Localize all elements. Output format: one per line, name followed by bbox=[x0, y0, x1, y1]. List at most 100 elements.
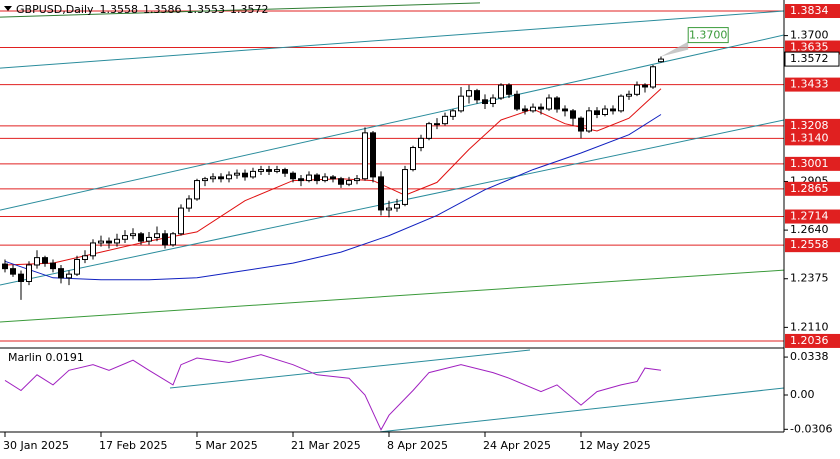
candle-body bbox=[490, 97, 496, 104]
candle-body bbox=[266, 169, 272, 172]
candle-body bbox=[242, 172, 248, 178]
x-tick-label: 30 Jan 2025 bbox=[3, 439, 69, 452]
level-label-bg bbox=[785, 40, 840, 55]
trend-line bbox=[0, 2, 481, 18]
level-label: 1.3433 bbox=[790, 78, 829, 91]
trend-line bbox=[0, 119, 784, 286]
candle-body bbox=[66, 273, 72, 279]
candle-body bbox=[2, 263, 8, 270]
candle-body bbox=[578, 117, 584, 132]
candle-body bbox=[482, 99, 488, 104]
level-label-bg bbox=[785, 238, 840, 253]
candle-body bbox=[298, 178, 304, 182]
candle-body bbox=[370, 132, 376, 178]
candle-body bbox=[442, 115, 448, 125]
level-label: 1.3834 bbox=[790, 4, 829, 17]
target-arrow bbox=[661, 41, 689, 57]
candle-body bbox=[538, 106, 544, 110]
x-tick-label: 17 Feb 2025 bbox=[99, 439, 167, 452]
level-label-bg bbox=[785, 209, 840, 224]
level-label: 1.2036 bbox=[790, 334, 829, 347]
current-price-bg bbox=[784, 51, 840, 67]
candle-body bbox=[146, 236, 152, 242]
indicator-pane bbox=[4, 349, 784, 432]
x-tick-label: 8 Apr 2025 bbox=[387, 439, 448, 452]
candle-body bbox=[178, 207, 184, 235]
current-price-label: 1.3572 bbox=[790, 52, 829, 65]
candle-body bbox=[42, 257, 48, 264]
candle-body bbox=[234, 172, 240, 176]
candle-body bbox=[594, 110, 600, 116]
candle-body bbox=[610, 108, 616, 112]
candle-body bbox=[82, 255, 88, 260]
candle-body bbox=[362, 132, 368, 180]
candle-body bbox=[314, 174, 320, 182]
candle-body bbox=[170, 233, 176, 246]
chart-header: GBPUSD,Daily 1.3558 1.3586 1.3553 1.3572 bbox=[16, 3, 269, 16]
candle-body bbox=[386, 207, 392, 211]
candle-body bbox=[586, 110, 592, 132]
candle-body bbox=[378, 176, 384, 211]
candle-body bbox=[154, 233, 160, 238]
candle-body bbox=[162, 233, 168, 246]
candle-body bbox=[650, 66, 656, 88]
open-value: 1.3558 bbox=[100, 3, 139, 16]
x-tick-label: 5 Mar 2025 bbox=[195, 439, 258, 452]
candle-body bbox=[602, 108, 608, 116]
candle-body bbox=[410, 147, 416, 171]
candle-body bbox=[618, 95, 624, 112]
candle-body bbox=[202, 178, 208, 182]
candle-body bbox=[394, 203, 400, 209]
candle-body bbox=[522, 108, 528, 112]
level-label: 1.3208 bbox=[790, 119, 829, 132]
candle-body bbox=[498, 84, 504, 99]
candle-body bbox=[18, 273, 24, 282]
candle-body bbox=[434, 123, 440, 126]
candle-body bbox=[274, 169, 280, 172]
candle-body bbox=[10, 268, 16, 275]
candle-body bbox=[122, 235, 128, 240]
candle-body bbox=[354, 178, 360, 182]
candle-body bbox=[658, 58, 664, 63]
candle-body bbox=[634, 84, 640, 95]
candle-body bbox=[530, 106, 536, 112]
candle-body bbox=[450, 110, 456, 117]
candle-body bbox=[210, 176, 216, 180]
candle-body bbox=[138, 233, 144, 242]
y-tick-label: 0.0338 bbox=[790, 350, 829, 363]
y-tick-label: -0.0306 bbox=[790, 422, 832, 435]
candle-body bbox=[562, 108, 568, 112]
menu-icon bbox=[4, 6, 12, 11]
low-value: 1.3553 bbox=[187, 3, 226, 16]
candle-body bbox=[570, 110, 576, 119]
candle-body bbox=[346, 180, 352, 185]
level-label-bg bbox=[785, 333, 840, 348]
level-label-bg bbox=[785, 156, 840, 171]
candle-body bbox=[98, 240, 104, 244]
level-label-bg bbox=[785, 118, 840, 133]
candle-body bbox=[74, 258, 80, 275]
candle-body bbox=[250, 170, 256, 178]
candle-body bbox=[226, 174, 232, 180]
candle-body bbox=[474, 90, 480, 101]
high-value: 1.3586 bbox=[143, 3, 182, 16]
candle-body bbox=[402, 169, 408, 205]
candle-body bbox=[642, 84, 648, 88]
close-value: 1.3572 bbox=[230, 3, 269, 16]
candle-body bbox=[50, 262, 56, 270]
trend-line bbox=[0, 269, 784, 323]
candle-body bbox=[418, 137, 424, 149]
candle-body bbox=[626, 93, 632, 97]
y-tick-label: 1.2110 bbox=[790, 320, 829, 333]
candle-body bbox=[338, 178, 344, 185]
trend-line bbox=[0, 34, 784, 211]
candle-body bbox=[458, 95, 464, 112]
x-tick-label: 12 May 2025 bbox=[579, 439, 651, 452]
candle-body bbox=[186, 198, 192, 209]
candle-body bbox=[514, 93, 520, 110]
candle-body bbox=[218, 176, 224, 180]
trend-line bbox=[379, 387, 784, 432]
candle-body bbox=[466, 90, 472, 97]
candle-body bbox=[330, 176, 336, 180]
